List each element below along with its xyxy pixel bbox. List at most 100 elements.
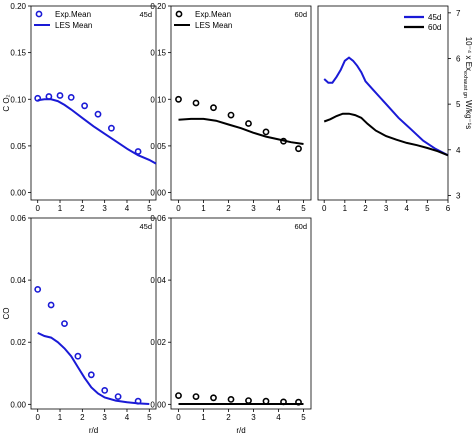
y-axis-title-unit: W/kg⁻¹s [464, 98, 473, 129]
y-tick-label: 0.00 [10, 189, 26, 198]
legend-label-les: LES Mean [195, 21, 232, 30]
legend-marker [35, 10, 43, 18]
legend-label: 60d [428, 23, 441, 32]
x-tick-label: 0 [176, 413, 181, 422]
series-line-60d [323, 112, 449, 157]
y-tick-label: 7 [456, 9, 461, 18]
data-point [210, 394, 217, 402]
data-point [47, 301, 55, 309]
data-point [192, 99, 200, 107]
y-axis-title: C O₂ [2, 94, 11, 111]
x-tick-label: 4 [125, 204, 130, 213]
plot-frame [170, 217, 312, 410]
panel-co2-60d: 0 1 2 3 4 5 0.00 0.05 0.10 0.15 0.20 60d Exp.Mean LES… [150, 2, 312, 213]
y-tick-label: 0.15 [10, 49, 26, 58]
data-point [87, 371, 95, 379]
legend-label-exp: Exp.Mean [55, 10, 91, 19]
y-tick-label: 0.06 [10, 214, 26, 223]
data-point [56, 92, 64, 99]
plot-frame [30, 217, 157, 410]
data-point [108, 124, 115, 132]
data-point [295, 145, 302, 153]
y-tick-label: 0.00 [150, 400, 166, 409]
x-tick-label: 4 [276, 413, 281, 422]
y-tick-label: 5 [456, 100, 461, 109]
x-tick-label: 4 [276, 204, 281, 213]
panel-co-60d: 0 1 2 3 4 5 0.00 0.02 0.04 0.06 60d r/d [150, 214, 312, 435]
x-tick-label: 5 [425, 204, 430, 213]
x-tick-label: 0 [176, 204, 181, 213]
x-tick-label: 2 [226, 204, 231, 213]
data-point [175, 95, 182, 103]
panel-co-45d: 0 1 2 3 4 5 0.00 0.02 0.04 0.06 45d CO r/d [2, 214, 157, 435]
y-tick-label: 0.04 [150, 276, 166, 285]
x-tick-label: 1 [58, 413, 63, 422]
y-tick-label: 0.05 [150, 142, 166, 151]
data-point [114, 393, 122, 400]
x-tick-label: 3 [384, 204, 389, 213]
data-point [227, 395, 235, 403]
y-tick-label: 0.20 [10, 2, 26, 11]
x-tick-label: 4 [125, 413, 130, 422]
y-axis-title-sub: exhaust gn [462, 71, 468, 98]
x-tick-label: 1 [343, 204, 348, 213]
data-point [81, 102, 88, 110]
legend-label-les: LES Mean [55, 21, 92, 30]
y-axis-title: CO [2, 308, 11, 320]
y-axis-title-main: 10⁻⁴ x Ex [464, 37, 473, 71]
x-tick-label: 5 [301, 413, 306, 422]
data-point [34, 285, 42, 293]
series-line-les-mean [37, 331, 150, 405]
x-tick-label: 4 [405, 204, 410, 213]
legend-label-exp: Exp.Mean [195, 10, 231, 19]
data-point [210, 104, 217, 112]
panel-co2-45d: 0 1 2 3 4 5 0.00 0.05 0.10 0.15 0.20 45d Exp.Mean LES… [2, 2, 157, 213]
x-tick-label: 6 [446, 204, 451, 213]
y-tick-label: 0.04 [10, 276, 26, 285]
data-point [262, 128, 270, 136]
y-tick-label: 0.00 [150, 189, 166, 198]
data-point [94, 110, 102, 118]
x-tick-label: 2 [363, 204, 368, 213]
plot-frame [30, 5, 157, 201]
data-point [61, 320, 68, 327]
plot-frame [317, 5, 449, 201]
x-axis-title: r/d [89, 426, 98, 435]
y-tick-label: 6 [456, 54, 461, 63]
series-line-les-mean [178, 117, 304, 145]
data-point [74, 352, 82, 360]
series-line-les-mean [37, 98, 157, 165]
x-tick-label: 3 [102, 413, 107, 422]
data-point [67, 94, 75, 101]
y-tick-label: 0.02 [150, 338, 166, 347]
y-tick-label: 0.15 [150, 49, 166, 58]
legend-label: 45d [428, 13, 441, 22]
x-tick-label: 2 [80, 204, 85, 213]
x-tick-label: 1 [201, 204, 206, 213]
y-tick-label: 0.10 [10, 95, 26, 104]
data-point [175, 392, 182, 399]
x-tick-label: 2 [80, 413, 85, 422]
y-tick-label: 4 [456, 146, 461, 155]
x-tick-label: 0 [35, 204, 40, 213]
panel-tag: 45d [139, 222, 152, 231]
y-axis-title: 10⁻⁴ x Exexhaust gn W/kg⁻¹s [462, 37, 473, 130]
data-point [227, 111, 235, 119]
y-tick-label: 3 [456, 191, 461, 200]
x-tick-label: 5 [301, 204, 306, 213]
panel-tag: 60d [294, 10, 307, 19]
y-tick-label: 0.06 [150, 214, 166, 223]
x-tick-label: 3 [102, 204, 107, 213]
data-point [245, 397, 252, 404]
x-tick-label: 5 [147, 413, 152, 422]
y-tick-label: 0.20 [150, 2, 166, 11]
panel-tag: 60d [294, 222, 307, 231]
x-tick-label: 2 [226, 413, 231, 422]
x-tick-label: 5 [147, 204, 152, 213]
series-line-45d [323, 56, 449, 157]
x-tick-label: 0 [35, 413, 40, 422]
x-tick-label: 3 [251, 413, 256, 422]
y-tick-label: 0.10 [150, 95, 166, 104]
